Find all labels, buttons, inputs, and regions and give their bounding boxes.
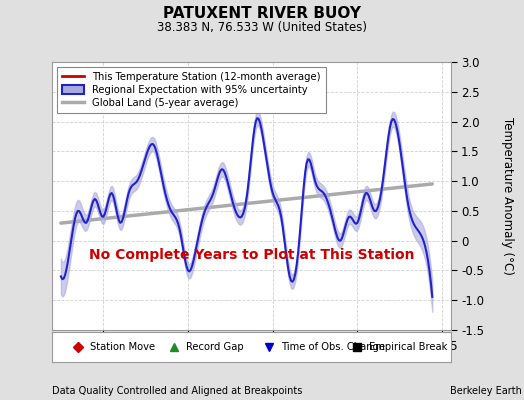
Text: Empirical Break: Empirical Break bbox=[369, 342, 447, 352]
Text: Station Move: Station Move bbox=[90, 342, 155, 352]
Text: Record Gap: Record Gap bbox=[186, 342, 244, 352]
Legend: This Temperature Station (12-month average), Regional Expectation with 95% uncer: This Temperature Station (12-month avera… bbox=[58, 67, 326, 113]
Text: 38.383 N, 76.533 W (United States): 38.383 N, 76.533 W (United States) bbox=[157, 21, 367, 34]
Y-axis label: Temperature Anomaly (°C): Temperature Anomaly (°C) bbox=[501, 117, 514, 275]
Text: Data Quality Controlled and Aligned at Breakpoints: Data Quality Controlled and Aligned at B… bbox=[52, 386, 303, 396]
Text: Berkeley Earth: Berkeley Earth bbox=[450, 386, 521, 396]
Text: No Complete Years to Plot at This Station: No Complete Years to Plot at This Statio… bbox=[89, 248, 414, 262]
Text: Time of Obs. Change: Time of Obs. Change bbox=[281, 342, 386, 352]
Text: PATUXENT RIVER BUOY: PATUXENT RIVER BUOY bbox=[163, 6, 361, 21]
